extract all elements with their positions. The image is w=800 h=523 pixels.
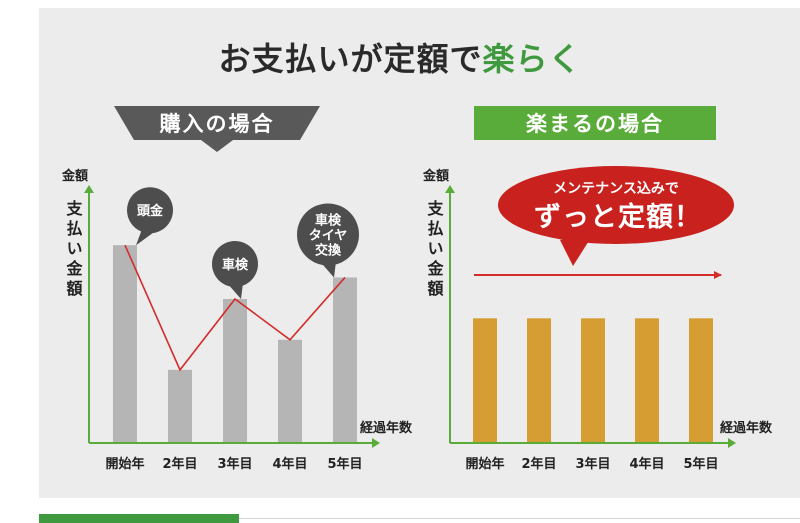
rakumaru-y-axis-arrow — [445, 185, 455, 193]
purchase-bar-5 — [333, 277, 357, 443]
section-tab-bar — [39, 514, 239, 523]
banner-rakumaru — [474, 106, 716, 140]
purchase-tick-label-1: 開始年 — [105, 456, 144, 472]
purchase-callout-3-text-1: 車検 — [315, 212, 342, 228]
purchase-callout-3-text-3: 交換 — [315, 242, 342, 258]
rakumaru-x-axis-arrow — [728, 438, 736, 448]
rakumaru-bar-3 — [581, 318, 605, 443]
purchase-tick-label-2: 2年目 — [162, 456, 197, 472]
banner-purchase — [114, 106, 320, 152]
rakumaru-callout — [498, 166, 734, 244]
chart-panel — [39, 8, 800, 498]
purchase-callout-2-text-1: 車検 — [222, 257, 249, 273]
rakumaru-callout-pointer — [560, 236, 592, 266]
rakumaru-callout-text-2: ずっと定額！ — [534, 201, 702, 233]
purchase-callout-2-pointer — [227, 282, 243, 299]
purchase-callout-1-text-1: 頭金 — [137, 203, 164, 219]
purchase-callout-3-pointer — [320, 261, 336, 278]
purchase-x-label: 経過年数 — [360, 420, 413, 436]
banner-purchase-label: 購入の場合 — [159, 112, 275, 136]
rakumaru-y-label-top: 金額 — [422, 168, 449, 184]
rakumaru-bar-2 — [527, 318, 551, 443]
rakumaru-bar-1 — [473, 318, 497, 443]
rakumaru-tick-label-4: 4年目 — [629, 456, 664, 472]
purchase-bar-3 — [223, 298, 247, 443]
purchase-trend-line — [124, 244, 346, 372]
purchase-tick-label-5: 5年目 — [327, 456, 362, 472]
purchase-callout-1-pointer — [136, 229, 158, 246]
title-highlight: 楽らく — [482, 40, 582, 78]
rakumaru-y-label-side: 支払い金額 — [425, 199, 445, 300]
purchase-callout-3-text-2: タイヤ — [309, 228, 348, 243]
rakumaru-tick-label-1: 開始年 — [465, 456, 504, 472]
section-divider — [239, 518, 800, 519]
purchase-tick-label-4: 4年目 — [272, 456, 307, 472]
rakumaru-bar-4 — [635, 318, 659, 443]
purchase-tick-label-3: 3年目 — [217, 456, 252, 472]
purchase-y-label-side: 支払い金額 — [64, 199, 84, 300]
purchase-x-axis-arrow — [372, 438, 380, 448]
rakumaru-x-label: 経過年数 — [720, 420, 773, 436]
purchase-bar-1 — [113, 245, 137, 443]
purchase-bar-4 — [278, 339, 302, 443]
purchase-callout-3 — [297, 203, 359, 266]
banner-rakumaru-label: 楽まるの場合 — [526, 112, 664, 136]
purchase-y-label-top: 金額 — [61, 168, 88, 184]
rakumaru-callout-text-1: メンテナンス込みで — [553, 180, 679, 197]
rakumaru-bar-5 — [689, 318, 713, 443]
purchase-y-axis-arrow — [84, 185, 94, 193]
rakumaru-tick-label-2: 2年目 — [521, 456, 556, 472]
purchase-callout-2 — [212, 240, 258, 287]
purchase-callout-1 — [127, 187, 173, 234]
purchase-bar-2 — [168, 369, 192, 443]
page-title: お支払いが定額で楽らく — [0, 34, 800, 80]
rakumaru-tick-label-5: 5年目 — [683, 456, 718, 472]
title-main: お支払いが定額で — [218, 40, 483, 78]
rakumaru-tick-label-3: 3年目 — [575, 456, 610, 472]
